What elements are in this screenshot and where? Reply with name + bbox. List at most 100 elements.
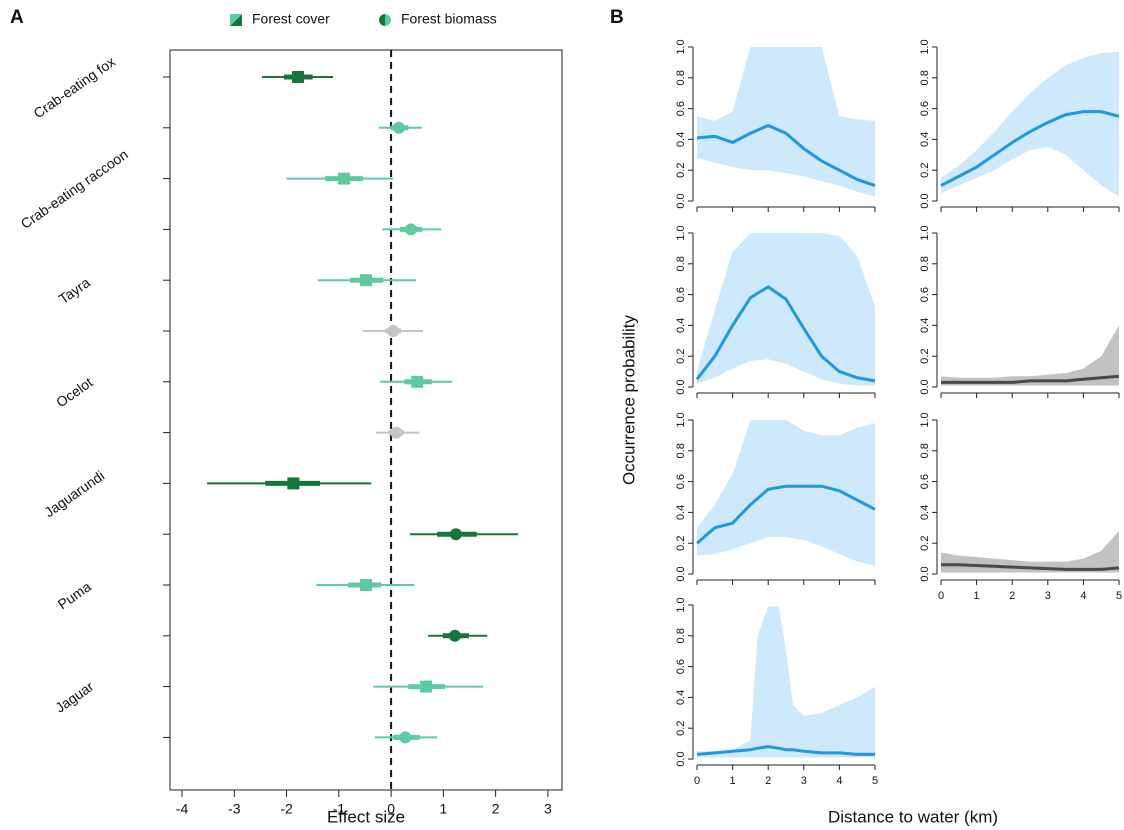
curve — [696, 123, 876, 188]
y-tick-label: 0.0 — [675, 751, 687, 766]
y-tick-label: 0.0 — [675, 379, 687, 394]
point — [390, 426, 403, 439]
legend-label: Forest cover — [252, 11, 330, 27]
point — [360, 274, 372, 287]
curve — [696, 745, 875, 756]
x-tick-label: 5 — [1116, 590, 1122, 602]
x-tick-label: 2 — [765, 775, 771, 787]
panel-label: A — [10, 7, 24, 28]
y-tick-label: 1.0 — [675, 39, 687, 54]
point — [411, 375, 424, 388]
curve — [695, 285, 876, 383]
y-tick-label: 0.4 — [675, 690, 687, 705]
x-tick-label: -1 — [333, 801, 346, 817]
y-tick-label: 0.2 — [675, 536, 687, 551]
y-tick-label: 1.0 — [675, 225, 687, 240]
y-tick-label: 0.0 — [919, 379, 931, 394]
y-tick-label: 0.6 — [675, 287, 687, 302]
y-tick-label: 0.4 — [919, 132, 931, 147]
x-tick-label: 3 — [801, 775, 807, 787]
y-tick-label: 0.8 — [675, 70, 687, 85]
point — [449, 528, 462, 541]
y-tick-label: 0.8 — [675, 628, 687, 643]
y-tick-label: 0.4 — [919, 318, 931, 333]
y-tick-label: 0.6 — [919, 287, 931, 302]
x-tick-label: 1 — [730, 775, 736, 787]
y-tick-label: 1.0 — [675, 412, 687, 427]
x-tick-label: -2 — [280, 801, 293, 817]
point — [387, 325, 400, 337]
x-tick-label: 1 — [974, 590, 980, 602]
y-tick-label: 1.0 — [675, 597, 687, 612]
y-tick-label: 0.8 — [675, 443, 687, 458]
confidence-band — [697, 606, 875, 758]
y-tick-label: 0.2 — [675, 721, 687, 736]
x-axis-title: Effect size — [327, 807, 405, 826]
y-tick-label: 0.6 — [919, 474, 931, 489]
y-tick-label: 0.2 — [919, 536, 931, 551]
species-label: Jaguar — [52, 678, 97, 716]
species-label: Puma — [55, 578, 94, 612]
y-tick-label: 0.4 — [675, 132, 687, 147]
legend-icon — [379, 14, 385, 26]
species-label: Crab-eating fox — [30, 53, 118, 121]
curve — [941, 563, 1120, 571]
y-tick-label: 0.4 — [919, 505, 931, 520]
panel-label: B — [610, 7, 624, 28]
y-axis-title: Occurrence probability — [619, 314, 638, 485]
point — [420, 680, 433, 693]
x-tick-label: -3 — [228, 801, 241, 817]
confidence-band — [941, 530, 1119, 573]
confidence-band — [697, 233, 875, 386]
y-tick-label: 0.2 — [675, 163, 687, 178]
legend-label: Forest biomass — [401, 11, 497, 27]
y-tick-label: 0.8 — [919, 70, 931, 85]
x-tick-label: 2 — [1009, 590, 1015, 602]
y-tick-label: 1.0 — [919, 39, 931, 54]
y-tick-label: 0.0 — [675, 193, 687, 208]
x-tick-label: 3 — [1045, 590, 1051, 602]
y-tick-label: 0.4 — [675, 318, 687, 333]
y-tick-label: 0.2 — [919, 349, 931, 364]
y-tick-label: 0.0 — [919, 193, 931, 208]
y-tick-label: 0.8 — [675, 256, 687, 271]
x-tick-label: 0 — [387, 801, 395, 817]
y-tick-label: 0.0 — [919, 566, 931, 581]
x-tick-label: 4 — [1080, 590, 1086, 602]
point — [287, 477, 300, 490]
y-tick-label: 0.8 — [919, 443, 931, 458]
point — [338, 172, 351, 185]
species-label: Crab-eating raccoon — [18, 146, 131, 232]
legend-icon — [230, 14, 242, 26]
point — [392, 121, 405, 134]
y-tick-label: 0.0 — [675, 566, 687, 581]
curve — [696, 484, 876, 545]
y-tick-label: 0.6 — [675, 101, 687, 116]
confidence-band — [941, 51, 1119, 197]
species-label: Ocelot — [53, 374, 95, 410]
y-tick-label: 0.6 — [675, 474, 687, 489]
confidence-band — [697, 47, 875, 197]
x-tick-label: 4 — [836, 775, 842, 787]
x-tick-label: 1 — [439, 801, 447, 817]
x-tick-label: -4 — [176, 801, 189, 817]
x-tick-label: 2 — [492, 801, 500, 817]
x-tick-label: 5 — [872, 775, 878, 787]
species-label: Tayra — [56, 274, 93, 307]
x-tick-label: 0 — [694, 775, 700, 787]
y-tick-label: 1.0 — [919, 225, 931, 240]
y-tick-label: 0.2 — [675, 349, 687, 364]
point — [404, 223, 417, 236]
legend-icon — [385, 14, 391, 26]
y-tick-label: 1.0 — [919, 412, 931, 427]
confidence-band — [697, 420, 875, 567]
plot-frame — [169, 49, 563, 791]
curve — [941, 374, 1120, 384]
species-label: Jaguarundi — [41, 467, 107, 520]
confidence-band — [941, 325, 1119, 386]
curve — [940, 110, 1120, 187]
point — [448, 629, 461, 642]
y-tick-label: 0.6 — [675, 659, 687, 674]
point — [399, 731, 412, 744]
